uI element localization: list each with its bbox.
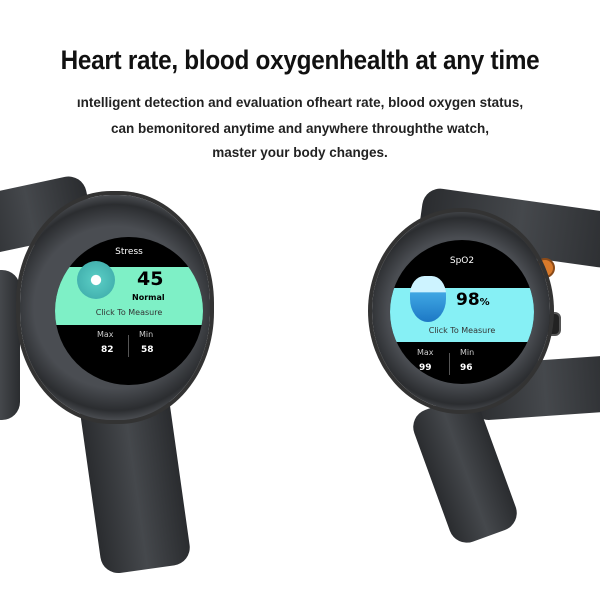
right-watch-screen: SpO2 98% Click To Measure Max 99 Min 96 [390,240,534,384]
subtitle-line-2: can bemonitored anytime and anywhere thr… [110,121,490,136]
stress-measure-button[interactable]: Click To Measure [95,308,163,317]
left-watch-screen: Stress 45 Normal Click To Measure Max 82… [55,237,203,385]
stress-value: 45 [137,268,164,290]
spo2-panel[interactable]: 98% Click To Measure [390,276,534,342]
spo2-value: 98% [456,290,490,310]
stress-min-value: 58 [141,345,154,355]
stress-min-label: Min [139,330,154,339]
page-heading: Heart rate, blood oxygenhealth at any ti… [60,45,540,75]
stress-status: Normal [132,293,165,302]
spo2-min-label: Min [460,348,475,357]
spo2-unit: % [479,297,490,308]
stress-gauge-icon [77,261,115,299]
oxygen-flask-icon [410,276,446,322]
stress-divider [128,335,129,357]
stress-max-value: 82 [101,345,114,355]
subtitle-line-3: master your body changes. [212,145,388,160]
spo2-min-value: 96 [460,363,473,373]
spo2-max-label: Max [417,348,434,357]
stress-title: Stress [115,247,143,257]
left-watch-band-side [0,270,20,420]
spo2-title: SpO2 [449,256,475,266]
spo2-measure-button[interactable]: Click To Measure [428,326,496,335]
spo2-divider [449,353,450,375]
stress-panel[interactable]: 45 Normal Click To Measure [55,261,203,325]
stress-max-label: Max [97,330,114,339]
subtitle-line-1: ıntelligent detection and evaluation ofh… [76,95,524,110]
spo2-number: 98 [456,290,480,310]
spo2-max-value: 99 [419,363,432,373]
